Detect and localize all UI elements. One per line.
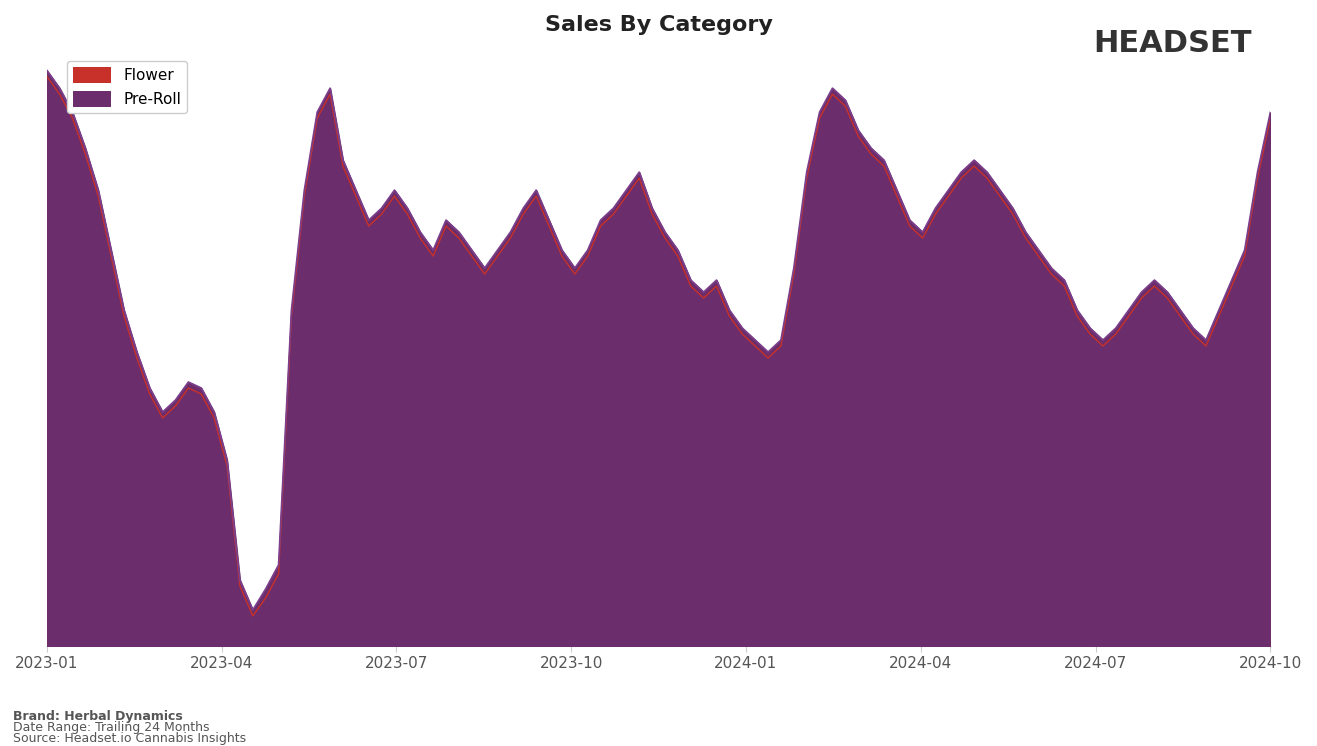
Text: Source: Headset.io Cannabis Insights: Source: Headset.io Cannabis Insights [13,733,246,745]
Legend: Flower, Pre-Roll: Flower, Pre-Roll [67,61,187,113]
Text: Brand: Herbal Dynamics: Brand: Herbal Dynamics [13,710,183,723]
Text: Date Range: Trailing 24 Months: Date Range: Trailing 24 Months [13,721,209,734]
Text: HEADSET: HEADSET [1093,29,1251,58]
Title: Sales By Category: Sales By Category [545,15,773,35]
